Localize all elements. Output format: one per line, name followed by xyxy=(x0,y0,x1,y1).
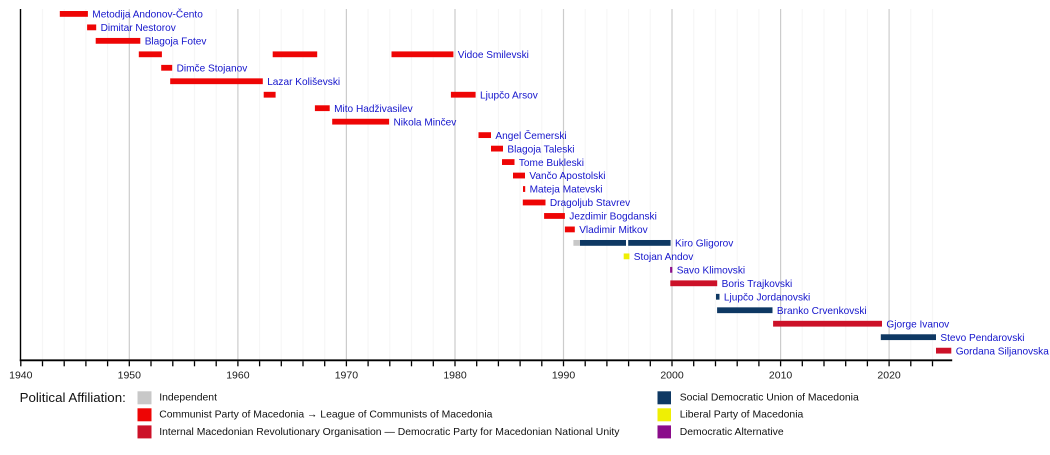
svg-text:Stevo Pendarovski: Stevo Pendarovski xyxy=(940,333,1024,344)
svg-text:1980: 1980 xyxy=(443,370,467,382)
svg-text:Tome Bukleski: Tome Bukleski xyxy=(519,158,584,169)
svg-text:Gjorge Ivanov: Gjorge Ivanov xyxy=(886,319,950,330)
svg-text:1970: 1970 xyxy=(335,370,359,382)
svg-text:Vidoe Smilevski: Vidoe Smilevski xyxy=(458,50,529,61)
svg-text:Dimče Stojanov: Dimče Stojanov xyxy=(177,63,249,74)
svg-text:1960: 1960 xyxy=(226,370,250,382)
svg-text:Blagoja Taleski: Blagoja Taleski xyxy=(507,144,574,155)
svg-text:Boris Trajkovski: Boris Trajkovski xyxy=(722,279,793,290)
svg-text:Nikola Minčev: Nikola Minčev xyxy=(394,117,458,128)
svg-text:Branko Crvenkovski: Branko Crvenkovski xyxy=(777,306,867,317)
svg-text:Savo Klimovski: Savo Klimovski xyxy=(677,266,745,277)
svg-text:Mateja Matevski: Mateja Matevski xyxy=(530,185,603,196)
svg-text:2020: 2020 xyxy=(877,370,901,382)
svg-text:Political Affiliation:: Political Affiliation: xyxy=(20,390,126,405)
svg-text:Metodija Andonov-Čento: Metodija Andonov-Čento xyxy=(92,8,203,21)
svg-text:Dimitar Nestorov: Dimitar Nestorov xyxy=(101,23,177,34)
svg-text:2000: 2000 xyxy=(660,370,684,382)
svg-text:Vančo Apostolski: Vančo Apostolski xyxy=(529,171,605,182)
svg-text:Ljupčo Arsov: Ljupčo Arsov xyxy=(480,90,539,101)
svg-text:Ljupčo Jordanovski: Ljupčo Jordanovski xyxy=(724,292,810,303)
svg-text:Democratic Alternative: Democratic Alternative xyxy=(680,427,784,438)
svg-text:Communist Party of Macedonia →: Communist Party of Macedonia → League of… xyxy=(159,410,492,421)
svg-text:2010: 2010 xyxy=(769,370,793,382)
svg-text:Internal Macedonian Revolution: Internal Macedonian Revolutionary Organi… xyxy=(159,427,620,438)
svg-text:Gordana Siljanovska: Gordana Siljanovska xyxy=(956,346,1050,357)
svg-text:Independent: Independent xyxy=(159,393,217,404)
svg-text:Social Democratic Union of Mac: Social Democratic Union of Macedonia xyxy=(680,393,859,404)
svg-text:Jezdimir Bogdanski: Jezdimir Bogdanski xyxy=(569,212,657,223)
svg-text:Stojan Andov: Stojan Andov xyxy=(634,252,694,263)
svg-text:Vladimir Mitkov: Vladimir Mitkov xyxy=(579,225,648,236)
svg-text:Angel Čemerski: Angel Čemerski xyxy=(495,129,566,142)
svg-text:1990: 1990 xyxy=(552,370,576,382)
svg-text:Blagoja Fotev: Blagoja Fotev xyxy=(145,37,208,48)
svg-text:1940: 1940 xyxy=(9,370,33,382)
svg-text:Liberal Party of Macedonia: Liberal Party of Macedonia xyxy=(680,410,804,421)
svg-text:Dragoljub Stavrev: Dragoljub Stavrev xyxy=(550,198,631,209)
svg-text:Kiro Gligorov: Kiro Gligorov xyxy=(675,239,734,250)
svg-text:Mito Hadživasilev: Mito Hadživasilev xyxy=(334,104,413,115)
svg-text:1950: 1950 xyxy=(118,370,142,382)
svg-text:Lazar Koliševski: Lazar Koliševski xyxy=(267,77,340,88)
